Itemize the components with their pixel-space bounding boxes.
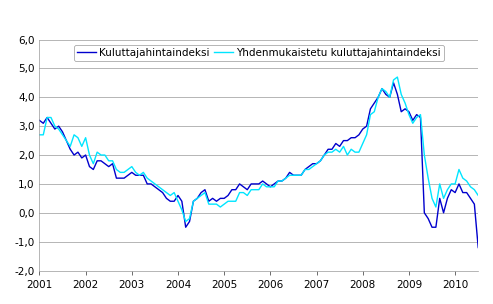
Kuluttajahintaindeksi	[160, 191, 166, 195]
Line: Yhdenmukaistetu kuluttajahintaindeksi: Yhdenmukaistetu kuluttajahintaindeksi	[39, 77, 493, 221]
Line: Kuluttajahintaindeksi: Kuluttajahintaindeksi	[39, 83, 493, 256]
Kuluttajahintaindeksi	[402, 107, 408, 111]
Yhdenmukaistetu kuluttajahintaindeksi	[394, 75, 400, 79]
Legend: Kuluttajahintaindeksi, Yhdenmukaistetu kuluttajahintaindeksi: Kuluttajahintaindeksi, Yhdenmukaistetu k…	[73, 45, 444, 61]
Kuluttajahintaindeksi	[352, 136, 358, 140]
Kuluttajahintaindeksi	[487, 182, 493, 186]
Kuluttajahintaindeksi	[36, 119, 42, 122]
Kuluttajahintaindeksi	[133, 173, 139, 177]
Yhdenmukaistetu kuluttajahintaindeksi	[406, 113, 412, 116]
Yhdenmukaistetu kuluttajahintaindeksi	[160, 188, 166, 192]
Kuluttajahintaindeksi	[290, 173, 296, 177]
Yhdenmukaistetu kuluttajahintaindeksi	[356, 150, 362, 154]
Yhdenmukaistetu kuluttajahintaindeksi	[36, 133, 42, 137]
Yhdenmukaistetu kuluttajahintaindeksi	[183, 219, 189, 223]
Yhdenmukaistetu kuluttajahintaindeksi	[294, 173, 300, 177]
Yhdenmukaistetu kuluttajahintaindeksi	[487, 168, 493, 171]
Kuluttajahintaindeksi	[479, 254, 485, 258]
Kuluttajahintaindeksi	[390, 81, 396, 85]
Yhdenmukaistetu kuluttajahintaindeksi	[133, 171, 139, 174]
